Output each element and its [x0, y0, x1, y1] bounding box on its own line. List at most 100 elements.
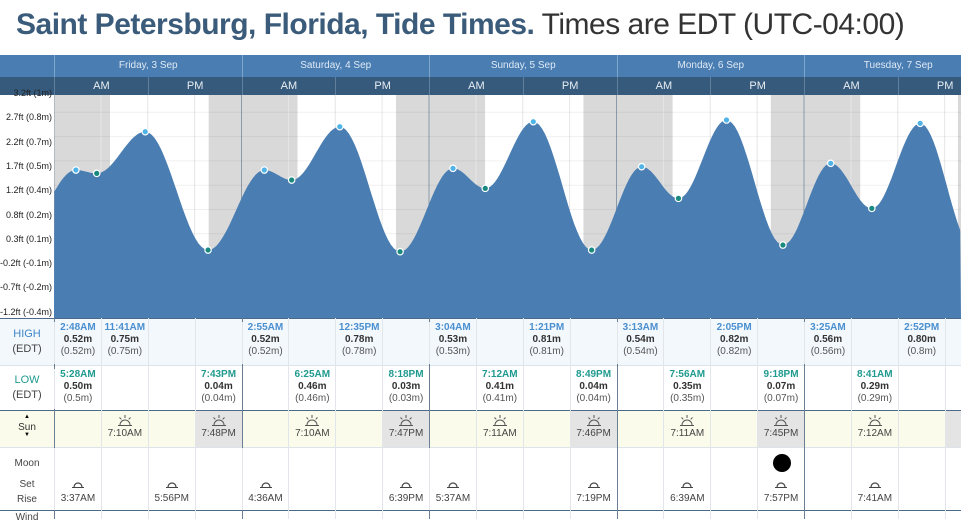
low-height-alt: (0.07m) [763, 393, 799, 404]
day-header: Monday, 6 Sep [616, 55, 805, 77]
high-tide-cell: 11:41AM 0.75m (0.75m) [100, 322, 148, 364]
low-tide-point [287, 176, 296, 184]
y-tick-label: -0.2ft (-0.1m) [0, 258, 53, 269]
wind-label: Wind [15, 512, 39, 523]
sunrise-icon [852, 415, 898, 428]
row-divider [0, 447, 961, 448]
sunset-time: 7:4 [946, 428, 961, 440]
sunrise-cell: 7:12AM [850, 411, 898, 447]
moon-set-time: 8: [946, 493, 961, 505]
sunset-time: 7:45PM [763, 428, 799, 439]
moon-rise-cell: 4:36AM [241, 448, 289, 510]
low-time: 8:18PM [388, 369, 424, 380]
high-time: 2:05PM [716, 322, 752, 333]
low-height-alt: (0.35m) [670, 393, 705, 404]
row-divider [0, 510, 961, 511]
sunset-cell: 7:48PM [194, 411, 242, 447]
am-header: AM [241, 77, 336, 95]
y-tick-label: 1.2ft (0.4m) [5, 185, 52, 196]
low-time: 8:49PM [576, 369, 612, 380]
high-height-alt: (0.8m) [907, 346, 937, 357]
am-header: AM [429, 77, 523, 95]
y-tick-label: 2.7ft (0.8m) [5, 112, 52, 123]
high-height-alt: (0.78m) [341, 346, 377, 357]
low-height-alt: (0.03m) [388, 393, 424, 404]
column-divider [335, 318, 337, 519]
sunset-time: 7:46PM [576, 428, 611, 439]
column-divider [429, 318, 430, 519]
moon-set-time: 6:39PM [388, 493, 424, 504]
pm-header: PM [897, 77, 961, 95]
sunset-icon [571, 415, 617, 428]
low-height: 0.29m [860, 381, 889, 392]
sunrise-cell: 7:10AM [100, 411, 148, 447]
moon-label: Moon [14, 458, 40, 469]
high-time: 2:52PM [904, 322, 940, 333]
row-divider [0, 410, 961, 411]
high-tide-cell: 2:52PM 0.80m (0.8m) [897, 322, 945, 364]
high-height-alt: (0.75m) [107, 346, 143, 357]
low-tide-point [587, 246, 596, 254]
high-height-alt: (0.82m) [716, 346, 752, 357]
pm-header: PM [147, 77, 242, 95]
low-height-alt: (0.5m) [63, 393, 93, 404]
day-header: Sunday, 5 Sep [429, 55, 617, 77]
high-tide-cell: 2:05PM 0.82m (0.82m) [710, 322, 757, 364]
y-tick-label: 0.8ft (0.2m) [5, 209, 52, 220]
moon-set-icon [587, 479, 601, 493]
moon-set-cell: 7:19PM [569, 448, 617, 510]
sunrise-icon [477, 415, 523, 428]
moon-rise-icon [71, 479, 85, 493]
low-height: 0.46m [298, 381, 327, 392]
low-time: 8:41AM [857, 369, 893, 380]
low-height-alt: (0.04m) [576, 393, 611, 404]
y-tick-label: 0.3ft (0.1m) [5, 233, 52, 244]
am-header: AM [804, 77, 898, 95]
y-tick-label: -0.7ft (-0.2m) [0, 282, 53, 293]
moon-set-cell: 6:39PM [382, 448, 429, 510]
low-tide-cell: 7:56AM 0.35m (0.35m) [663, 369, 710, 409]
high-label: HIGH [13, 328, 41, 340]
moon-set-time: 5:56PM [154, 493, 189, 504]
sun-arrows-icon: ▲ ▼ [24, 414, 30, 438]
high-tide-cell: 2:55AM 0.52m (0.52m) [241, 322, 289, 364]
low-tide-point [396, 247, 404, 256]
low-tide-cell: 9:18PM 0.07m (0.07m) [757, 369, 804, 409]
y-tick-label: 3.2ft (1m) [13, 88, 52, 98]
low-height-alt: (0.29m) [857, 393, 893, 404]
low-tide-cell: 6:25AM 0.46m (0.46m) [288, 369, 335, 409]
sun-label: Sun [18, 422, 36, 433]
night-shade [957, 95, 961, 318]
sunrise-icon [289, 415, 335, 428]
low-tide-cell: 8:41AM 0.29m (0.29m) [850, 369, 898, 409]
low-tide-point [481, 184, 490, 193]
tide-area [54, 120, 961, 318]
low-label: LOW [14, 374, 40, 386]
pm-header: PM [522, 77, 617, 95]
high-height-alt: (0.54m) [623, 346, 658, 357]
high-height: 0.54m [626, 334, 655, 345]
moon-rise-time: 4:36AM [248, 493, 283, 504]
moon-rise-cell: 7:41AM [850, 448, 898, 510]
high-tide-point [335, 122, 344, 131]
moon-rise-icon [680, 479, 694, 493]
sunset-icon [383, 415, 429, 428]
y-tick-label: 2.2ft (0.7m) [5, 136, 52, 147]
moon-rise-icon [868, 479, 882, 493]
moon-set-time: 7:19PM [576, 493, 611, 504]
moon-set-icon [165, 479, 179, 493]
high-height: 0.81m [532, 334, 561, 345]
high-tide-cell: 3:25AM 0.56m (0.56m) [804, 322, 851, 364]
high-time: 11:41AM [104, 322, 146, 333]
high-tide-cell: 1:21PM 0.81m (0.81m) [522, 322, 570, 364]
high-height-alt: (0.52m) [248, 346, 283, 357]
row-divider [0, 365, 961, 366]
sunrise-time: 7:11AM [482, 428, 517, 439]
column-divider [241, 318, 243, 519]
sunset-icon [196, 415, 242, 428]
sunrise-icon [102, 415, 148, 428]
high-tide-point [529, 117, 538, 126]
moon-rise-icon [259, 479, 273, 493]
sunset-icon [946, 415, 961, 428]
moon-rise-label: Rise [16, 494, 37, 505]
